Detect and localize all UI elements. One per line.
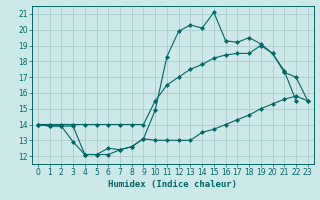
X-axis label: Humidex (Indice chaleur): Humidex (Indice chaleur) <box>108 180 237 189</box>
